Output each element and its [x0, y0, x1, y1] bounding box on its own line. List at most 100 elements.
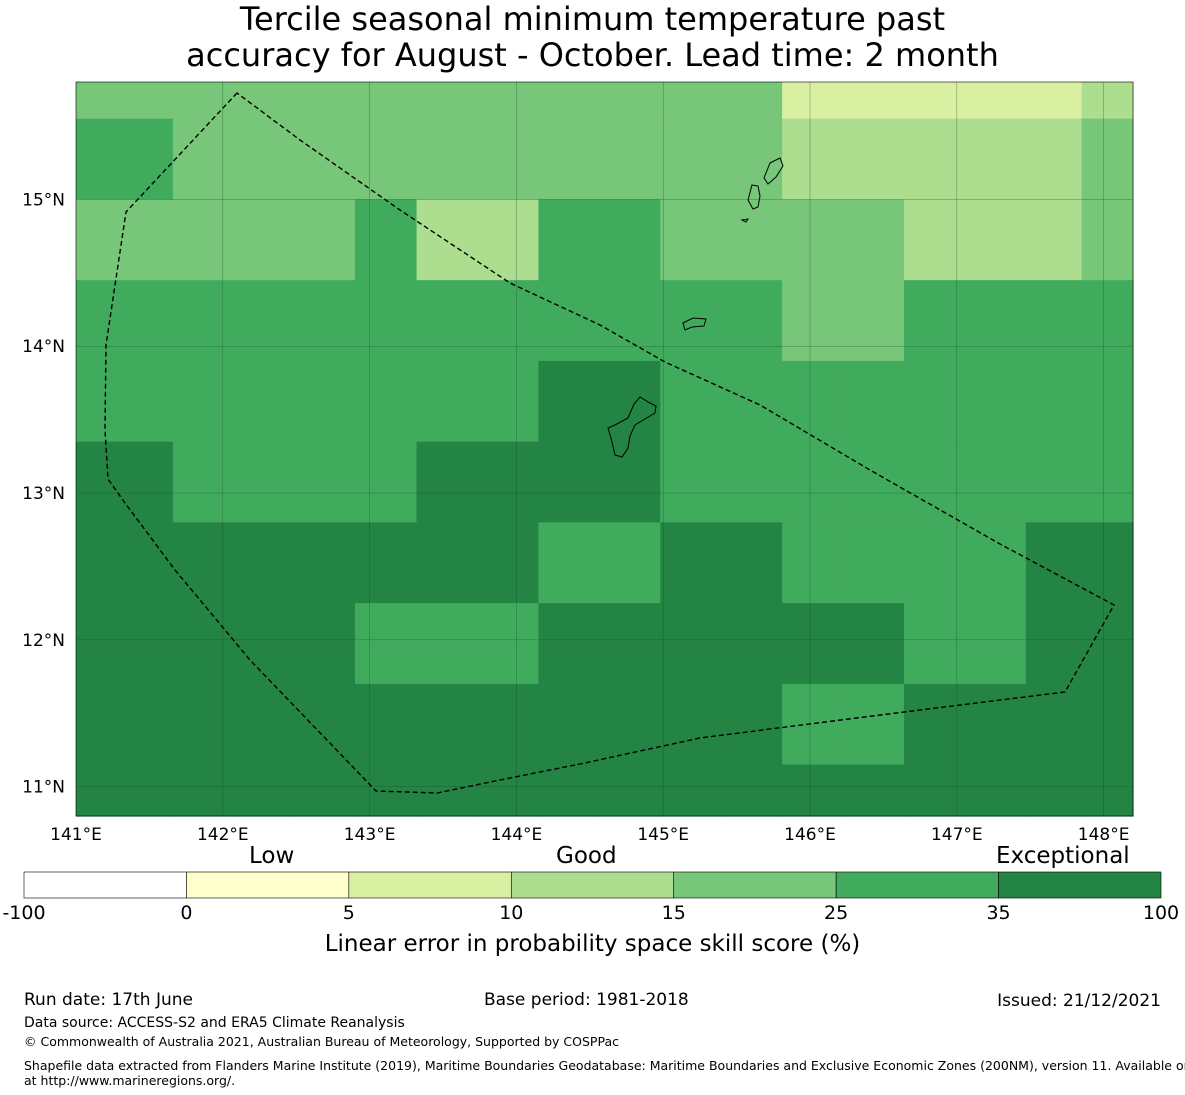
grid-cell [538, 522, 600, 604]
grid-cell [354, 441, 418, 523]
longitude-tick-label: 144°E [491, 825, 543, 845]
grid-cell [416, 82, 478, 120]
grid-cell [416, 683, 478, 766]
skill-grid [76, 82, 1134, 817]
colorbar [23, 871, 1162, 899]
grid-cell [416, 360, 478, 443]
grid-cell [476, 683, 540, 766]
grid-cell [782, 118, 843, 201]
grid-cell [233, 280, 296, 362]
grid-cell [598, 199, 661, 281]
eez-boundary [104, 92, 1115, 794]
grid-cell [1081, 683, 1134, 766]
grid-cell [476, 82, 540, 120]
colorbar-tick-label: 100 [1142, 902, 1180, 924]
grid-cell [964, 280, 1027, 362]
grid-cell [660, 603, 723, 685]
colorbar-bin [510, 871, 675, 899]
colorbar-label: Linear error in probability space skill … [324, 931, 861, 957]
grid-cell [76, 522, 174, 604]
grid-cell [233, 522, 296, 604]
grid-cell [76, 764, 174, 817]
colorbar-tick-label: 10 [499, 902, 524, 924]
grid-cell [1025, 441, 1083, 523]
grid-cell [294, 522, 356, 604]
grid-cell [964, 441, 1027, 523]
grid-cell [903, 522, 965, 604]
grid-cell [1081, 441, 1134, 523]
grid-cell [354, 603, 418, 685]
grid-cell [782, 603, 843, 685]
longitude-tick-labels: 141°E 142°E 143°E 144°E 145°E 146°E 147°E 148°E [50, 825, 1129, 845]
colorbar-bin [835, 871, 999, 899]
grid-cell [903, 603, 965, 685]
grid-cell [660, 522, 723, 604]
grid-cell [721, 764, 783, 817]
grid-cell [354, 118, 418, 201]
colorbar-tick-label: 35 [986, 902, 1011, 924]
colorbar-tick-label: 5 [342, 902, 355, 924]
colorbar-tick-label: 0 [180, 902, 193, 924]
grid-cell [76, 603, 174, 685]
grid-cell [660, 280, 723, 362]
grid-cell [416, 199, 478, 281]
grid-cell [598, 522, 661, 604]
grid-cell [233, 764, 296, 817]
grid-cell [660, 441, 723, 523]
colorbar-bin [23, 871, 187, 899]
grid-cell [660, 764, 723, 817]
grid-cell [476, 764, 540, 817]
longitude-tick-label: 143°E [344, 825, 396, 845]
latitude-tick-label: 12°N [22, 631, 65, 651]
grid-cell [538, 118, 600, 201]
grid-cell [1025, 764, 1083, 817]
grid-cell [416, 522, 478, 604]
grid-cell [903, 118, 965, 201]
map-plot: 141°E 142°E 143°E 144°E 145°E 146°E 147°E 148°E… [22, 81, 1134, 845]
grid-cell [538, 280, 600, 362]
grid-cell [842, 82, 905, 120]
grid-cell [660, 199, 723, 281]
grid-cell [842, 441, 905, 523]
grid-cell [172, 764, 234, 817]
grid-cell [842, 118, 905, 201]
grid-cell [538, 603, 600, 685]
grid-cell [294, 683, 356, 766]
latitude-tick-label: 15°N [22, 190, 65, 210]
shapefile-credit-line-2: at http://www.marineregions.org/. [24, 1073, 236, 1088]
grid-cell [964, 522, 1027, 604]
grid-cell [172, 603, 234, 685]
grid-cell [903, 82, 965, 120]
grid-cell [416, 441, 478, 523]
grid-cell [172, 360, 234, 443]
latitude-tick-label: 14°N [22, 337, 65, 357]
grid-cell [172, 683, 234, 766]
grid-cell [964, 683, 1027, 766]
grid-cell [538, 764, 600, 817]
grid-cell [538, 199, 600, 281]
grid-cell [1025, 118, 1083, 201]
grid-cell [598, 118, 661, 201]
grid-cell [538, 82, 600, 120]
grid-cell [660, 360, 723, 443]
grid-cell [172, 441, 234, 523]
islands [607, 157, 784, 458]
base-period: Base period: 1981-2018 [484, 990, 689, 1010]
grid-cell [782, 199, 843, 281]
grid-cell [538, 441, 600, 523]
grid-cell [1025, 603, 1083, 685]
grid-cell [476, 522, 540, 604]
longitude-tick-label: 141°E [50, 825, 102, 845]
grid-cell [721, 118, 783, 201]
grid-cell [903, 764, 965, 817]
colorbar-bin [348, 871, 512, 899]
latitude-tick-label: 11°N [22, 778, 65, 798]
tinian-island [747, 184, 761, 210]
grid-cell [76, 280, 174, 362]
grid-cell [782, 522, 843, 604]
data-source: Data source: ACCESS-S2 and ERA5 Climate … [24, 1015, 405, 1031]
grid-cell [233, 683, 296, 766]
grid-cell [354, 199, 418, 281]
grid-cell [598, 82, 661, 120]
grid-cell [660, 118, 723, 201]
